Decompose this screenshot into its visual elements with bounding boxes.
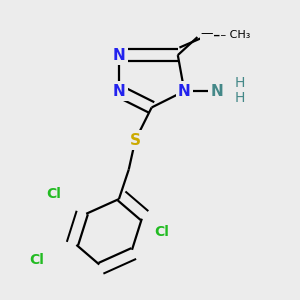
Text: Cl: Cl	[30, 253, 45, 267]
Text: N: N	[112, 48, 125, 63]
Text: N: N	[211, 84, 224, 99]
Text: H: H	[235, 76, 245, 90]
Text: Cl: Cl	[46, 187, 61, 201]
Text: H: H	[235, 91, 245, 105]
Text: N: N	[112, 84, 125, 99]
Text: S: S	[130, 133, 141, 148]
Text: N: N	[178, 84, 191, 99]
Text: —: —	[201, 27, 213, 40]
Text: Cl: Cl	[154, 225, 169, 239]
Text: —: —	[208, 31, 219, 40]
Text: — CH₃: — CH₃	[215, 31, 251, 40]
